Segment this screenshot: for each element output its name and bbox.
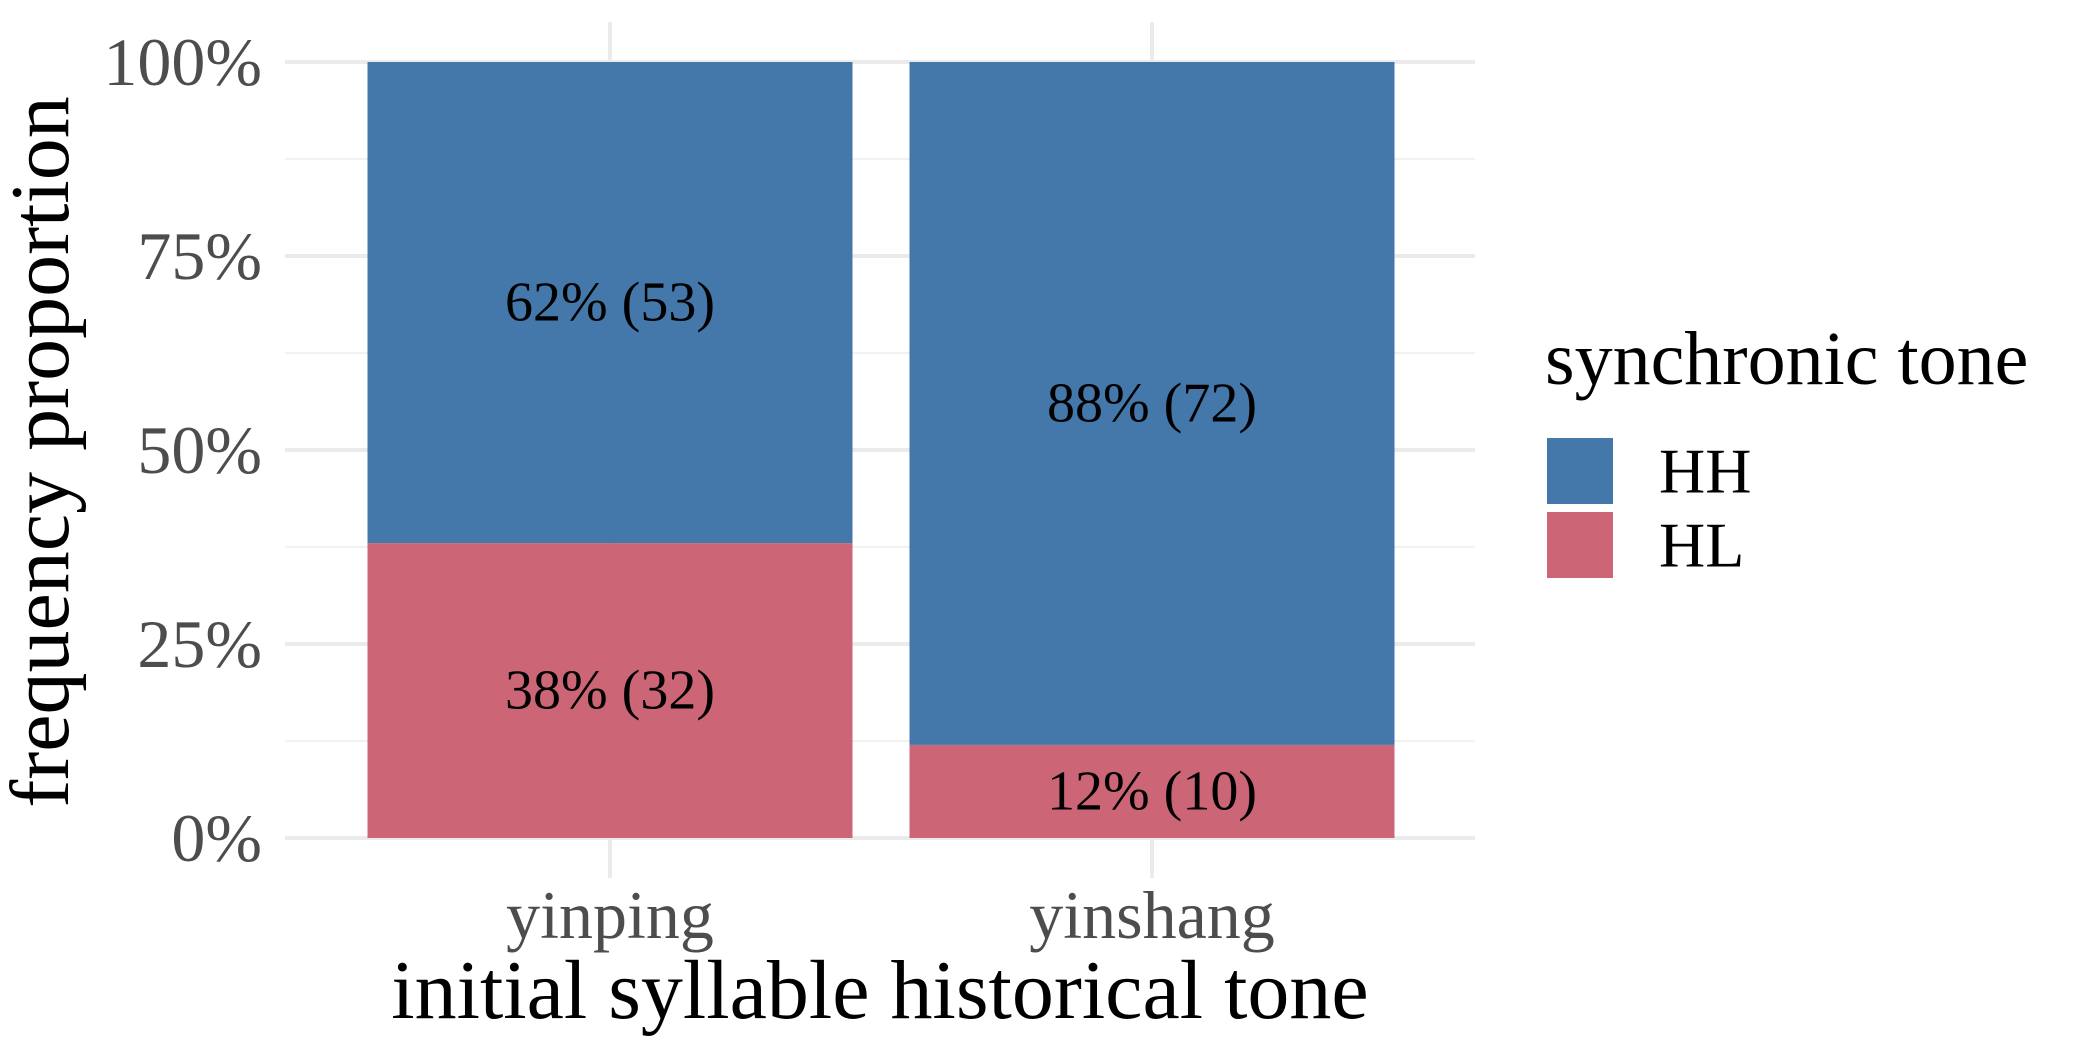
y-tick-label: 75% [137, 218, 262, 294]
legend-label-hh: HH [1659, 436, 1751, 507]
y-tick-label: 25% [137, 606, 262, 682]
bar-hl-yinshang [909, 744, 1395, 838]
x-axis-title: initial syllable historical tone [391, 944, 1368, 1037]
bars [367, 62, 1395, 838]
y-tick-label: 0% [171, 800, 262, 876]
legend-title: synchronic tone [1545, 317, 2028, 401]
y-axis-ticks: 0% 25% 50% 75% 100% [103, 24, 262, 876]
data-label-hh-yinshang: 88% (72) [1047, 372, 1257, 434]
bar-hh-yinshang [909, 62, 1395, 745]
legend-key-hl [1547, 512, 1613, 578]
data-label-hh-yinping: 62% (53) [505, 272, 715, 334]
bar-hl-yinping [367, 543, 853, 838]
data-label-hl-yinping: 38% (32) [505, 660, 715, 722]
data-label-hl-yinshang: 12% (10) [1047, 760, 1257, 822]
data-labels: 38% (32) 62% (53) 12% (10) 88% (72) [505, 272, 1257, 823]
x-tick-label: yinshang [1029, 877, 1275, 953]
y-tick-label: 50% [137, 412, 262, 488]
x-axis-ticks: yinping yinshang [506, 877, 1275, 953]
legend-key-hh [1547, 438, 1613, 504]
bar-hh-yinping [367, 62, 853, 544]
y-tick-label: 100% [103, 24, 262, 100]
y-axis-title: frequency proportion [0, 96, 87, 807]
legend-label-hl: HL [1659, 510, 1744, 581]
x-tick-label: yinping [506, 877, 714, 953]
